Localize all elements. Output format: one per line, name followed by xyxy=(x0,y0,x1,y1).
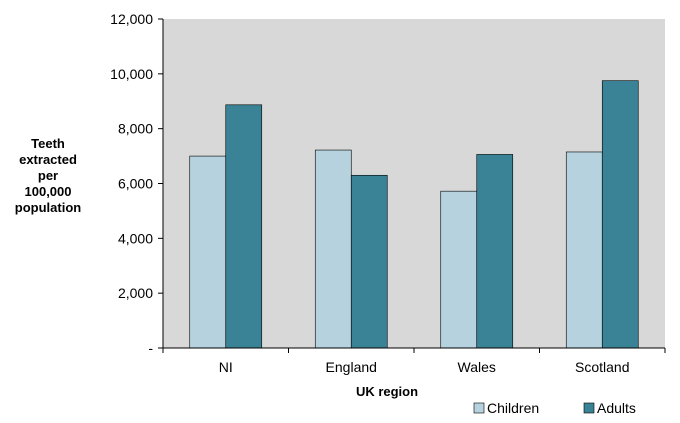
bar-adults-wales xyxy=(476,154,514,349)
y-tick-labels: - 2,000 4,000 6,000 8,000 10,000 12,000 xyxy=(110,11,153,356)
x-tick-label: Scotland xyxy=(575,359,629,375)
bar-adults-england xyxy=(350,174,388,349)
y-tick-label: 12,000 xyxy=(110,11,153,27)
y-axis-title-line: 100,000 xyxy=(25,184,72,199)
x-tick-label: England xyxy=(326,359,377,375)
y-tick-label: 2,000 xyxy=(118,285,153,301)
bar-children-wales xyxy=(440,190,478,349)
bar-children-scotland xyxy=(565,151,603,349)
y-tick-label: 10,000 xyxy=(110,66,153,82)
y-axis-title-line: population xyxy=(15,200,81,215)
bar-children-england xyxy=(314,149,352,349)
y-tick-label: 6,000 xyxy=(118,176,153,192)
legend: Children Adults xyxy=(473,400,636,416)
x-tick-label: NI xyxy=(219,359,233,375)
bars-layer xyxy=(189,80,639,349)
y-axis-title-line: per xyxy=(38,168,58,183)
y-axis-title-line: extracted xyxy=(19,152,77,167)
x-tick-label: Wales xyxy=(458,359,496,375)
legend-swatch-children xyxy=(473,402,485,414)
y-axis-title-line: Teeth xyxy=(31,136,65,151)
legend-label-adults: Adults xyxy=(597,400,636,416)
bar-adults-ni xyxy=(225,104,263,349)
bar-children-ni xyxy=(189,155,227,349)
x-axis-title: UK region xyxy=(356,384,418,399)
legend-label-children: Children xyxy=(487,400,539,416)
axes-layer xyxy=(158,18,666,353)
y-tick-label: 4,000 xyxy=(118,230,153,246)
legend-swatch-adults xyxy=(583,402,595,414)
y-tick-label: 8,000 xyxy=(118,121,153,137)
y-tick-label: - xyxy=(148,340,153,356)
bar-adults-scotland xyxy=(601,80,639,349)
x-tick-labels: NI England Wales Scotland xyxy=(219,359,630,375)
